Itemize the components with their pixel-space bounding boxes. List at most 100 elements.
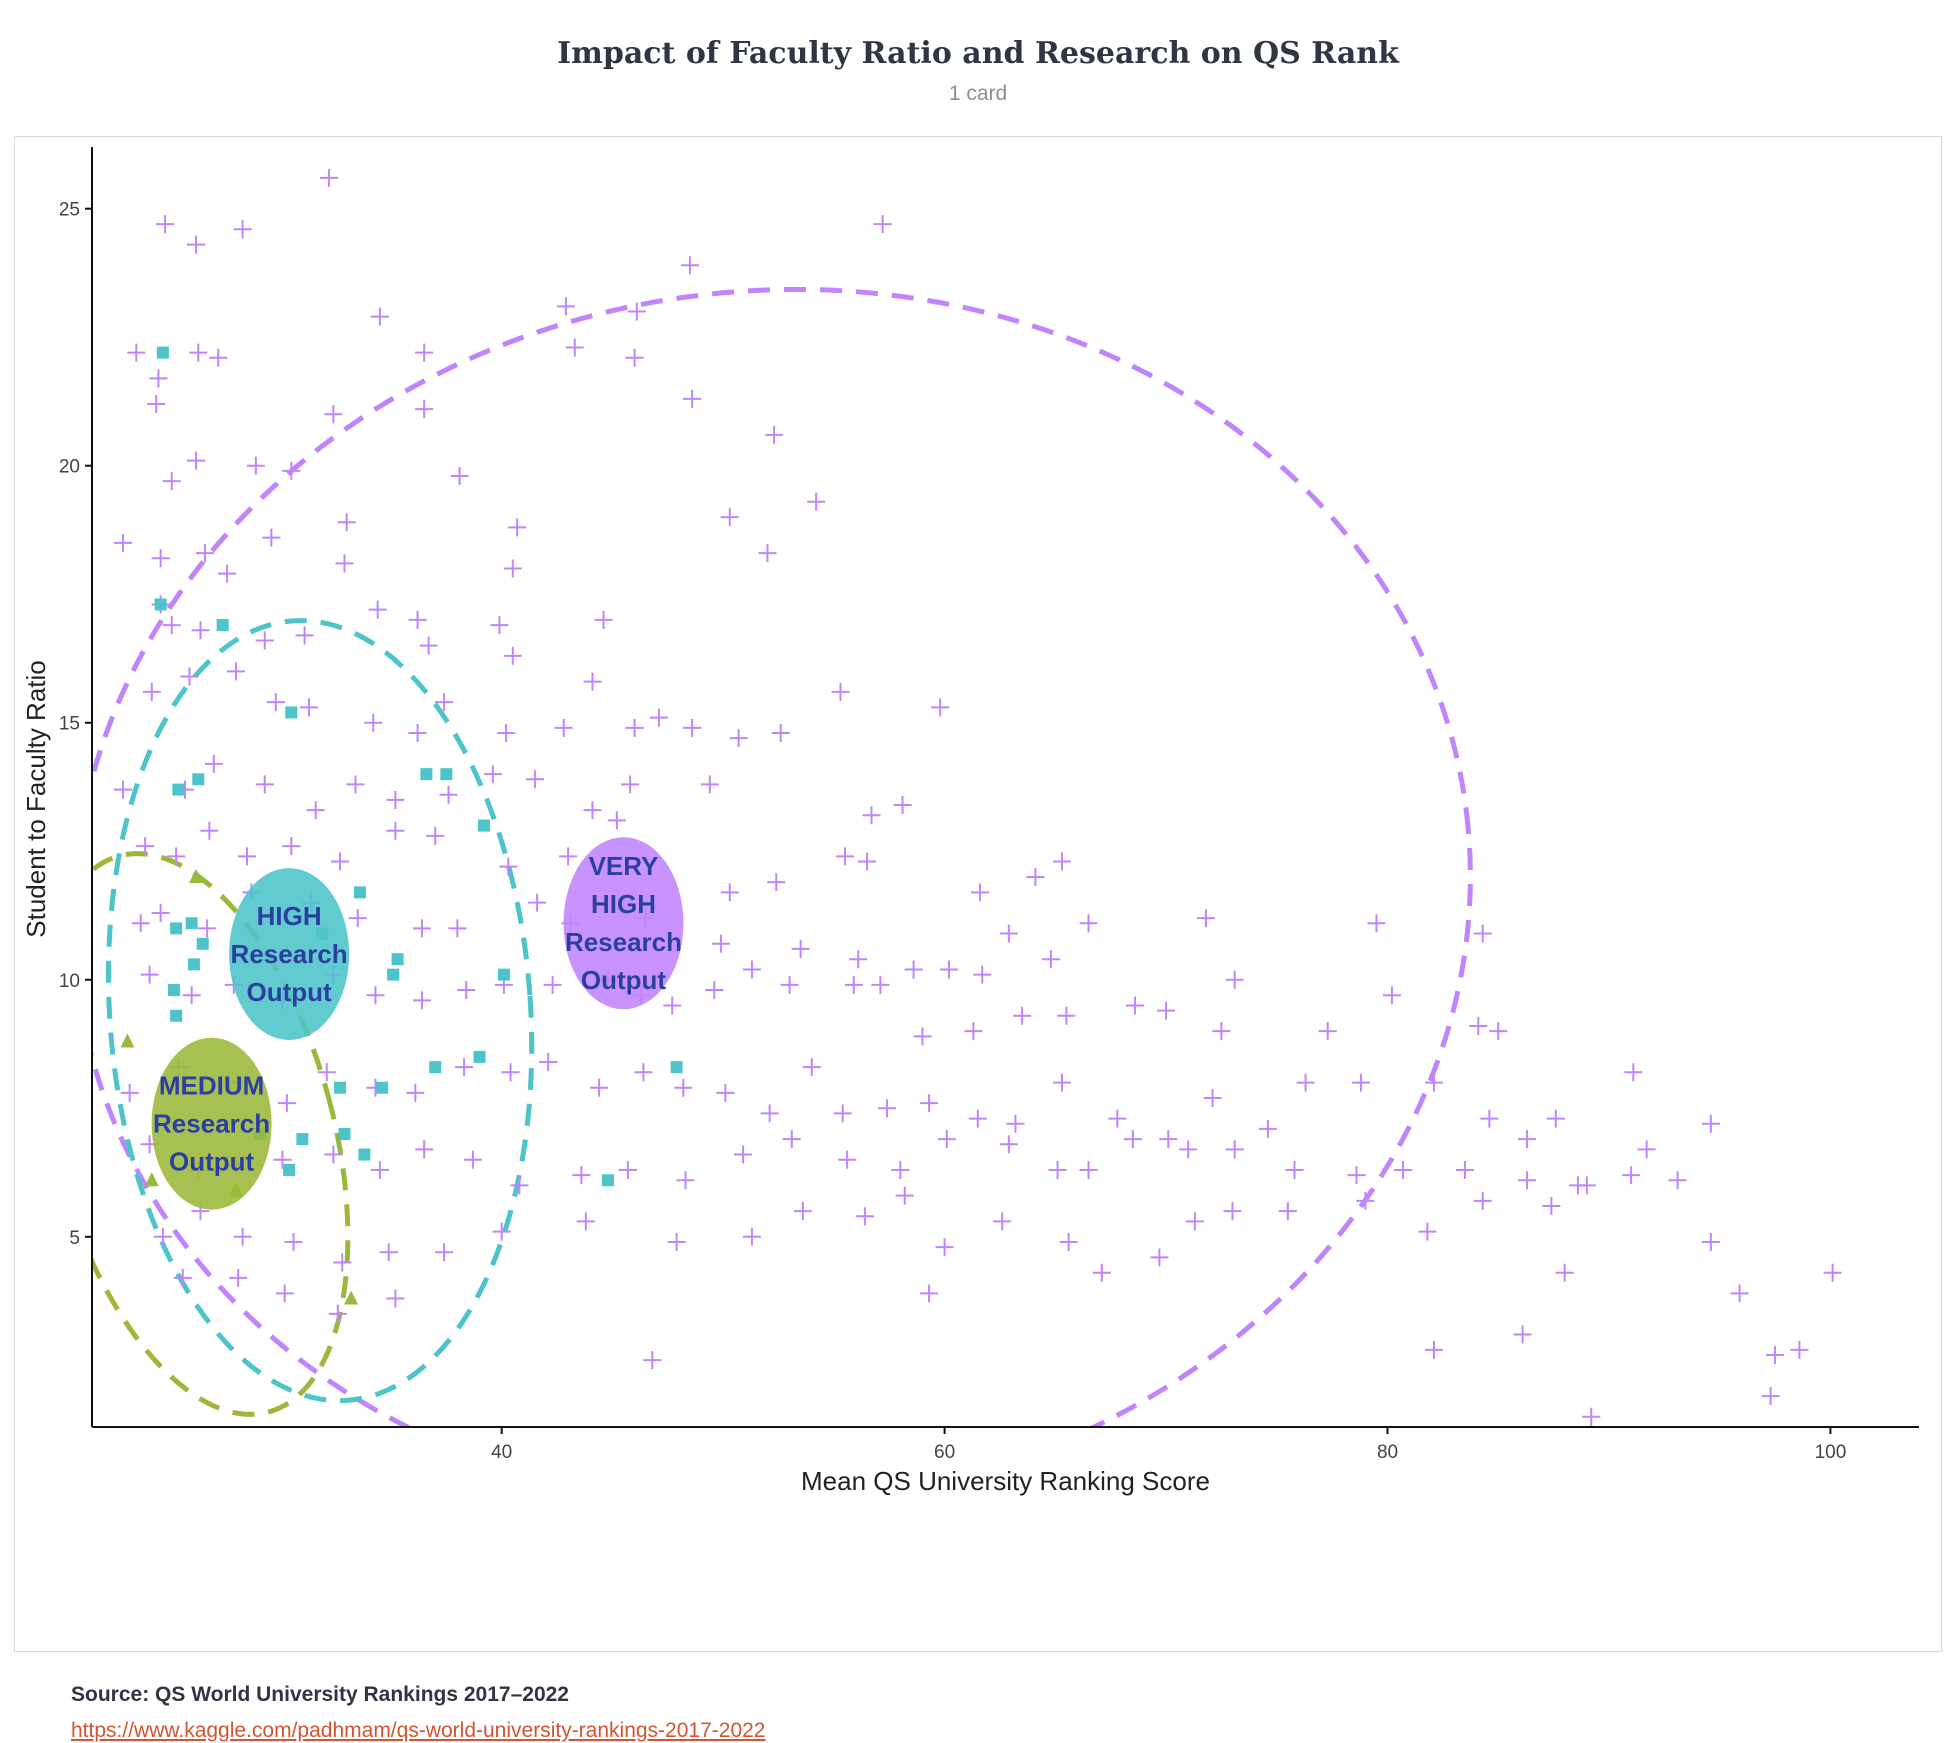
very-high-point (793, 1202, 812, 1221)
very-high-point (1079, 1160, 1098, 1179)
high-point (187, 958, 200, 971)
very-high-point (277, 1094, 296, 1113)
very-high-point (508, 518, 527, 537)
medium-point (144, 1172, 159, 1187)
very-high-point (1730, 1284, 1749, 1303)
y-tick-label: 5 (69, 1228, 80, 1249)
very-high-point (370, 307, 389, 326)
very-high-point (1790, 1340, 1809, 1359)
very-high-point (1108, 1109, 1127, 1128)
very-high-point (386, 790, 405, 809)
very-high-point (191, 621, 210, 640)
very-high-point (499, 857, 518, 876)
very-high-point (370, 1160, 389, 1179)
very-high-point (1542, 1196, 1561, 1215)
very-high-point (114, 533, 133, 552)
very-high-point (683, 389, 702, 408)
very-high-point (333, 1253, 352, 1272)
very-high-point (162, 616, 181, 635)
very-high-point (971, 883, 990, 902)
very_high-label-line: Research (565, 927, 682, 957)
very-high-point (1296, 1073, 1315, 1092)
very-high-point (1701, 1232, 1720, 1251)
very-high-point (306, 801, 325, 820)
very-high-point (878, 1099, 897, 1118)
very-high-point (463, 1150, 482, 1169)
very_high-label-line: VERY (589, 851, 659, 881)
very-high-point (1157, 1001, 1176, 1020)
cluster-ellipses (92, 286, 1473, 1427)
very-high-point (435, 693, 454, 712)
very-high-point (273, 1150, 292, 1169)
very-high-point (233, 220, 252, 239)
x-tick-label: 100 (1815, 1442, 1847, 1463)
very-high-point (680, 256, 699, 275)
very-high-point (1318, 1022, 1337, 1041)
very-high-point (771, 724, 790, 743)
very-high-point (1123, 1130, 1142, 1149)
very-high-point (1026, 867, 1045, 886)
very-high-point (275, 1284, 294, 1303)
very-high-point (594, 610, 613, 629)
very-high-point (791, 939, 810, 958)
very-high-point (173, 1268, 192, 1287)
very-high-point (625, 348, 644, 367)
y-axis-label: Student to Faculty Ratio (21, 660, 51, 937)
very-high-point (871, 975, 890, 994)
very-high-point (1351, 1073, 1370, 1092)
axes: 40 60 80 100 5 10 15 20 25 Mean QS University Ran… (21, 147, 1919, 1496)
very-high-point (838, 1150, 857, 1169)
x-axis-label: Mean QS University Ranking Score (801, 1466, 1210, 1496)
high-point (477, 819, 490, 832)
very-high-point (1382, 986, 1401, 1005)
high-point (420, 768, 433, 781)
very-high-point (1473, 924, 1492, 943)
source-link[interactable]: https://www.kaggle.com/padhmam/qs-world-… (71, 1719, 766, 1742)
very-high-point (1278, 1202, 1297, 1221)
very-high-point (705, 981, 724, 1000)
very-high-point (1052, 1073, 1071, 1092)
very-high-point (1225, 1140, 1244, 1159)
very_high-label-line: Output (581, 965, 667, 995)
very-high-point (198, 919, 217, 938)
high-label-line: Research (231, 939, 348, 969)
high-point (353, 886, 366, 899)
card-count: 1 card (948, 82, 1008, 105)
very-high-point (1347, 1166, 1366, 1185)
high-point (156, 346, 169, 359)
very_high-label-blob (563, 837, 684, 1010)
high-point (338, 1127, 351, 1140)
very-high-point (262, 528, 281, 547)
very-high-point (226, 662, 245, 681)
very-high-point (742, 960, 761, 979)
very-high-point (317, 1063, 336, 1082)
very-high-point (114, 780, 133, 799)
very-high-point (1041, 950, 1060, 969)
very-high-point (379, 1243, 398, 1262)
very-high-point (331, 852, 350, 871)
very-high-point (1518, 1171, 1537, 1190)
y-tick-label: 25 (59, 200, 80, 221)
high-point (172, 783, 185, 796)
very-high-point (408, 610, 427, 629)
very-high-point (729, 729, 748, 748)
very-high-point (1185, 1212, 1204, 1231)
high-point (358, 1148, 371, 1161)
very-high-point (346, 775, 365, 794)
very-high-point (931, 698, 950, 717)
very-high-point (539, 1053, 558, 1072)
high-point (283, 1163, 296, 1176)
very-high-point (490, 616, 509, 635)
chart-card: VERY HIGH Research Output HIGH Research Output… (14, 136, 1942, 1742)
high-point (216, 619, 229, 632)
very-high-point (209, 348, 228, 367)
very-high-point (153, 1227, 172, 1246)
very-high-point (448, 919, 467, 938)
very-high-point (319, 168, 338, 187)
high-point (154, 598, 167, 611)
very-high-point (156, 215, 175, 234)
page-title: Impact of Faculty Ratio and Research on … (557, 36, 1399, 71)
very-high-point (419, 636, 438, 655)
very-high-point (282, 837, 301, 856)
very-high-point (457, 981, 476, 1000)
